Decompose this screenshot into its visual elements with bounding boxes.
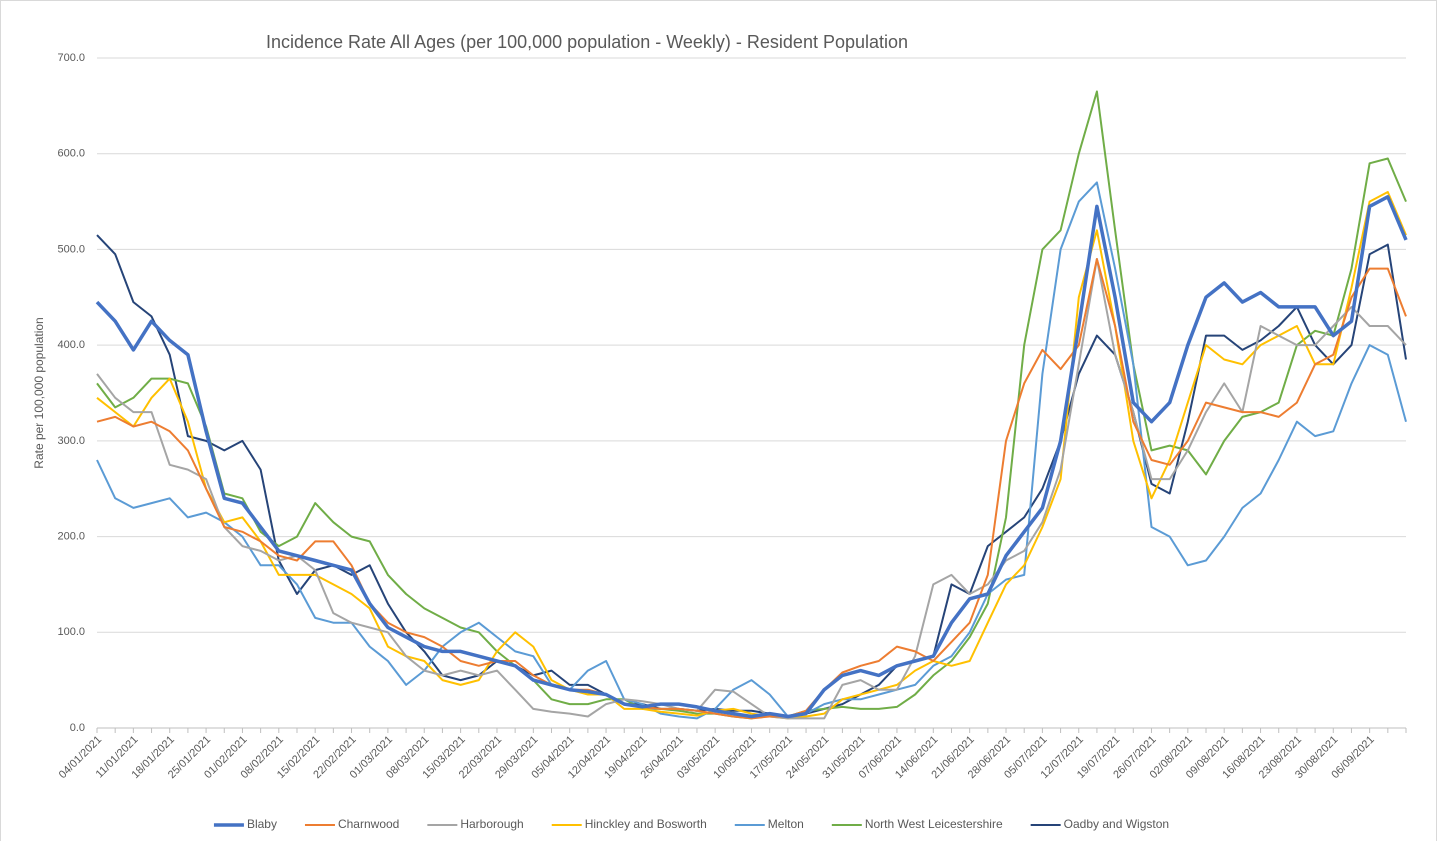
y-tick-label: 200.0	[57, 530, 85, 542]
series-line	[95, 195, 1408, 719]
y-axis-label: Rate per 100,000 population	[32, 317, 46, 468]
series-line	[96, 258, 1407, 720]
y-tick-label: 300.0	[57, 435, 85, 447]
legend-label: Harborough	[460, 817, 523, 831]
legend-label: North West Leicestershire	[865, 817, 1003, 831]
y-tick-label: 700.0	[57, 52, 85, 64]
legend-label: Blaby	[247, 817, 277, 831]
y-tick-label: 100.0	[57, 626, 85, 638]
legend: Blaby Charnwood Harborough Hinckley and Bos…	[213, 817, 1169, 831]
legend-label: Oadby and Wigston	[1064, 817, 1169, 831]
y-tick-label: 500.0	[57, 243, 85, 255]
chart-title: Incidence Rate All Ages (per 100,000 pop…	[266, 32, 908, 52]
legend-label: Hinckley and Bosworth	[585, 817, 707, 831]
series-line	[96, 191, 1407, 720]
y-tick-label: 0.0	[70, 722, 85, 734]
y-tick-label: 400.0	[57, 339, 85, 351]
legend-label: Charnwood	[338, 817, 399, 831]
series-line	[96, 258, 1407, 720]
series-line	[96, 181, 1407, 720]
y-tick-label: 600.0	[57, 148, 85, 160]
legend-label: Melton	[768, 817, 804, 831]
